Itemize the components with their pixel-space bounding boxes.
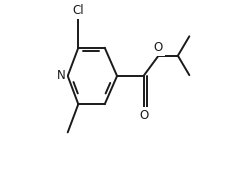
Text: N: N [57, 69, 66, 82]
Text: Cl: Cl [72, 4, 84, 17]
Text: O: O [154, 41, 163, 54]
Text: O: O [139, 109, 148, 122]
